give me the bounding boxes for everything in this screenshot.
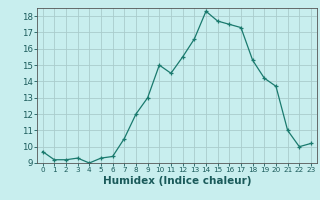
X-axis label: Humidex (Indice chaleur): Humidex (Indice chaleur)	[102, 176, 251, 186]
